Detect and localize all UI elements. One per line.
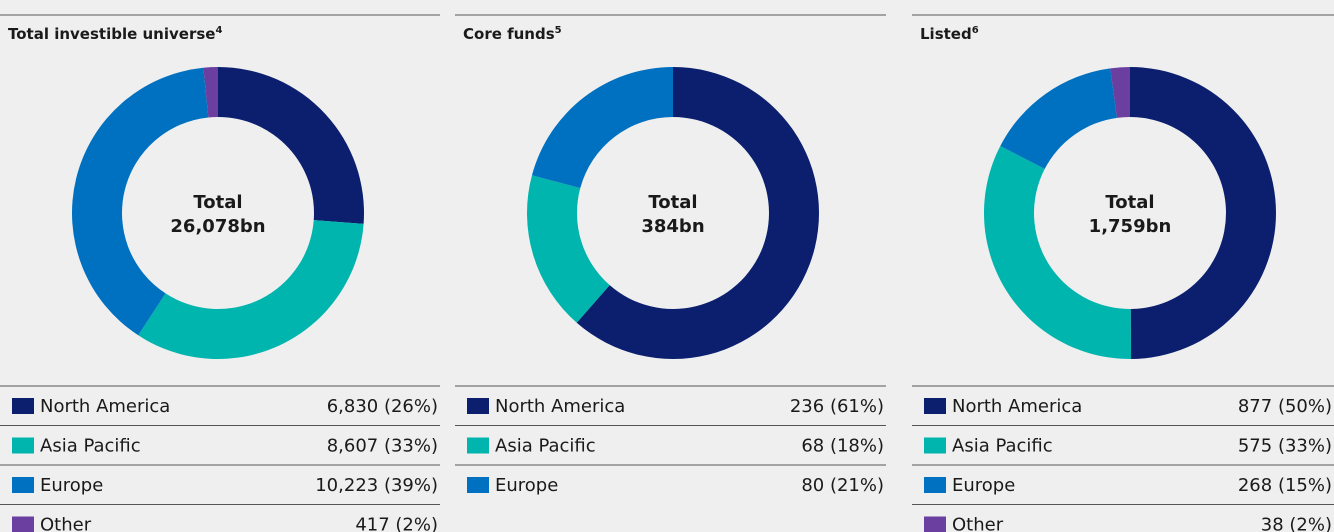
legend-swatch [12,398,34,414]
legend-value: 417 (2%) [355,515,438,532]
legend-value: 877 (50%) [1238,396,1332,417]
legend-label: North America [495,396,625,417]
center-value: 384bn [641,216,704,237]
legend-swatch [12,516,34,532]
title-text: Core funds [463,25,555,43]
legend-label: North America [952,396,1082,417]
donut-segment [218,67,364,224]
legend-value: 268 (15%) [1238,475,1332,496]
legend-label: Europe [40,475,103,496]
legend-swatch [12,437,34,454]
legend-label: Asia Pacific [495,436,596,457]
legend-value: 10,223 (39%) [315,475,438,496]
center-label: Total [193,192,242,213]
title-note: 6 [972,25,979,36]
legend-swatch [924,437,946,454]
title-text: Total investible universe [8,25,215,43]
center-label: Total [648,192,697,213]
donut-segment [72,67,209,336]
legend-label: North America [40,396,170,417]
donut-segment [1000,68,1118,169]
legend-label: Other [952,515,1004,532]
title-note: 4 [215,25,222,36]
legend-value: 68 (18%) [801,436,884,457]
chart-title: Core funds5 [463,25,562,43]
donut-segment [527,175,610,323]
donut-segment [1130,67,1276,359]
legend-value: 236 (61%) [790,396,884,417]
center-value: 26,078bn [170,216,265,237]
legend-label: Other [40,515,92,532]
donut-segment [576,67,819,359]
legend-label: Asia Pacific [40,436,141,457]
donut-segment [138,220,364,359]
legend-value: 6,830 (26%) [327,396,438,417]
legend-value: 38 (2%) [1261,515,1332,532]
legend-swatch [924,477,946,493]
donut-segment [203,67,218,118]
legend-label: Europe [952,475,1015,496]
legend-swatch [467,398,489,414]
legend-swatch [924,516,946,532]
chart-title: Listed6 [920,25,979,43]
legend-swatch [467,477,489,493]
center-label: Total [1105,192,1154,213]
legend-value: 80 (21%) [801,475,884,496]
legend-label: Asia Pacific [952,436,1053,457]
center-value: 1,759bn [1089,216,1172,237]
legend-value: 575 (33%) [1238,436,1332,457]
donut-segment [1110,67,1130,118]
chart-title: Total investible universe4 [8,25,222,43]
donut-segment [984,145,1132,359]
legend-swatch [12,477,34,493]
legend-label: Europe [495,475,558,496]
title-text: Listed [920,25,972,43]
donut-segment [531,67,673,189]
title-note: 5 [555,25,562,36]
legend-swatch [467,437,489,454]
legend-swatch [924,398,946,414]
legend-value: 8,607 (33%) [327,436,438,457]
